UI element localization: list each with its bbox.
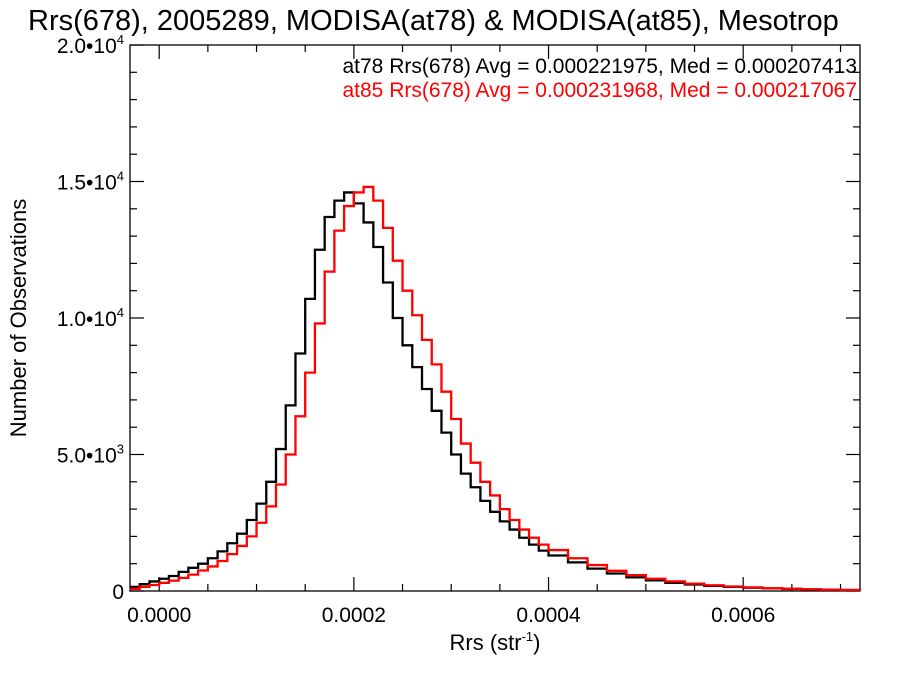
x-axis-ticks: 0.0000 0.0002 0.0004 0.0006 — [127, 45, 842, 627]
y-tick-label: 5.0•103 — [57, 442, 124, 468]
x-axis-label-main: Rrs (str — [450, 630, 522, 655]
plot-area — [129, 44, 861, 592]
y-tick-label-base: 0 — [112, 581, 124, 604]
y-tick-label-base: 1.0•10 — [57, 308, 117, 331]
y-tick-label: 1.5•104 — [57, 169, 124, 195]
chart-title: Rrs(678), 2005289, MODISA(at78) & MODISA… — [28, 5, 839, 37]
x-axis-label-exponent: -1 — [522, 629, 534, 644]
series-line-at85 — [130, 185, 862, 592]
x-axis-label-close: ) — [533, 630, 540, 655]
y-tick-label-exponent: 3 — [117, 442, 124, 457]
x-tick-label: 0.0000 — [127, 604, 191, 627]
legend-entry-at78: at78 Rrs(678) Avg = 0.000221975, Med = 0… — [342, 55, 857, 78]
y-tick-label: 1.0•104 — [57, 305, 124, 331]
y-tick-label-exponent: 4 — [117, 305, 124, 320]
y-tick-label-base: 5.0•10 — [57, 445, 117, 468]
y-tick-label-base: 1.5•10 — [57, 172, 117, 195]
legend-entry-at85: at85 Rrs(678) Avg = 0.000231968, Med = 0… — [342, 79, 857, 102]
y-tick-label-exponent: 4 — [117, 32, 124, 47]
histogram-series — [130, 185, 862, 592]
y-tick-label-exponent: 4 — [117, 169, 124, 184]
y-axis-label: Number of Observations — [6, 199, 31, 437]
y-tick-label: 0 — [112, 581, 124, 604]
y-tick-label-base: 2.0•10 — [57, 35, 117, 58]
x-tick-label: 0.0004 — [516, 604, 581, 627]
x-tick-label: 0.0006 — [711, 604, 775, 627]
x-axis-label: Rrs (str-1) — [450, 629, 541, 655]
y-tick-label: 2.0•104 — [57, 32, 124, 58]
x-tick-label: 0.0002 — [322, 604, 386, 627]
series-line-at78 — [130, 191, 862, 592]
